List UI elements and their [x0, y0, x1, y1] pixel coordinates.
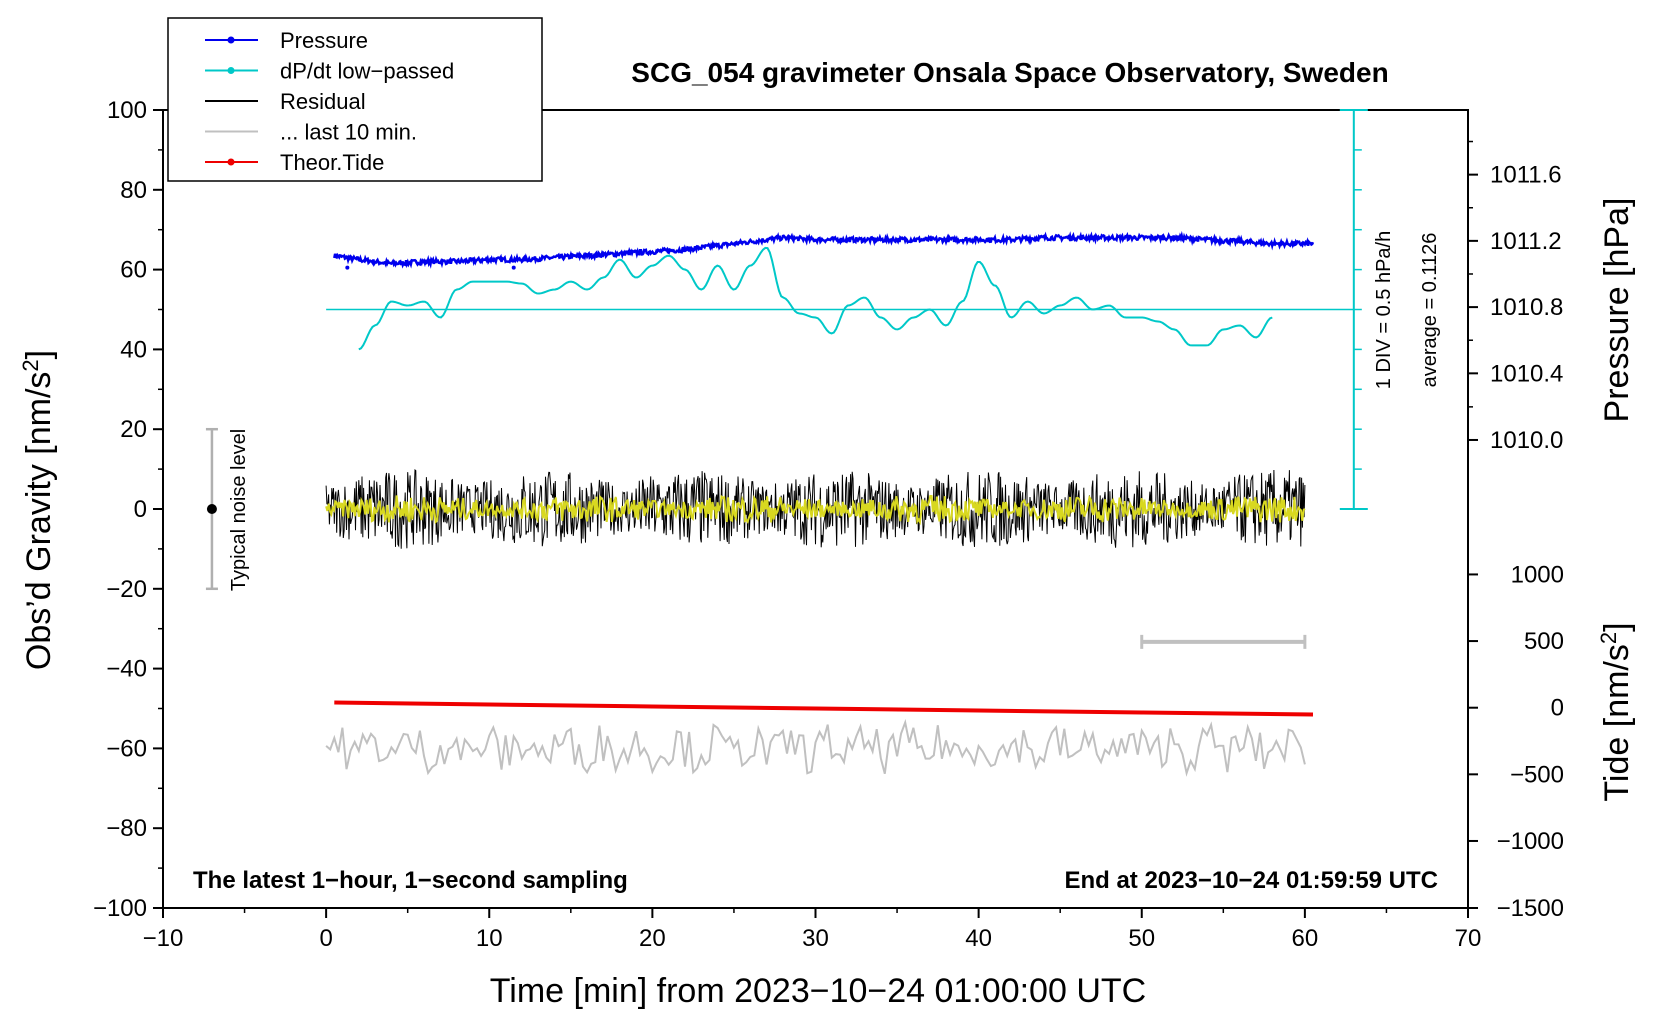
- y-tick-label: 20: [120, 416, 147, 443]
- pressure-tick-label: 1011.2: [1490, 228, 1562, 255]
- y-tick-label: 40: [120, 336, 147, 363]
- tide-tick-label: −500: [1510, 761, 1564, 788]
- scale-bar-label: 1 DIV = 0.5 hPa/h: [1373, 231, 1395, 389]
- legend-box: [167, 17, 543, 182]
- tide-tick-label: 500: [1524, 628, 1564, 655]
- x-axis-label: Time [min] from 2023−10−24 01:00:00 UTC: [490, 972, 1146, 1010]
- y-tick-label: −80: [106, 815, 147, 842]
- pressure-outlier-point: [345, 265, 350, 270]
- tide-tick-label: 1000: [1511, 561, 1564, 588]
- legend-label: Residual: [280, 89, 366, 114]
- average-label: average = 0.1126: [1419, 233, 1441, 388]
- y-axis-label-tide-sup: 2: [1596, 632, 1621, 644]
- x-tick-label: 30: [802, 925, 829, 952]
- y-axis-label-left-main: Obs’d Gravity [nm/s: [20, 372, 58, 671]
- text-layer: SCG_054 gravimeter Onsala Space Observat…: [18, 57, 1636, 1010]
- pressure-tick-label: 1010.8: [1490, 294, 1563, 321]
- legend-marker: [227, 36, 235, 44]
- x-tick-label: 20: [639, 925, 666, 952]
- legend-marker: [227, 158, 235, 166]
- legend-label: ... last 10 min.: [280, 120, 417, 145]
- y-axis-label-left-end: ]: [20, 350, 58, 359]
- y-axis-label-tide: Tide [nm/s2]: [1596, 622, 1636, 801]
- series-tide-line: [334, 700, 1314, 717]
- chart-title: SCG_054 gravimeter Onsala Space Observat…: [631, 57, 1388, 88]
- legend-label: Pressure: [280, 28, 368, 53]
- x-tick-label: 50: [1128, 925, 1155, 952]
- y-axis-label-left: Obs’d Gravity [nm/s2]: [18, 350, 58, 670]
- tide-tick-label: −1500: [1497, 895, 1564, 922]
- pressure-tick-label: 1010.0: [1490, 427, 1563, 454]
- x-tick-label: 10: [476, 925, 503, 952]
- series-last-10-min-line: [325, 718, 1306, 777]
- legend: Pressure dP/dt low−passed Residual ... last…: [167, 17, 543, 182]
- series-residual-filtered-line: [325, 494, 1306, 526]
- y-tick-label: 100: [107, 97, 147, 124]
- series-pressure-line: [333, 230, 1315, 269]
- series-residual-line: [325, 469, 1306, 549]
- y-tick-label: −20: [106, 576, 147, 603]
- x-tick-label: −10: [143, 925, 184, 952]
- legend-label: dP/dt low−passed: [280, 59, 454, 84]
- y-axis-label-pressure: Pressure [hPa]: [1598, 198, 1636, 423]
- pressure-outlier-point: [511, 265, 516, 270]
- annotation-latest-hour: The latest 1−hour, 1−second sampling: [193, 867, 628, 894]
- noise-level-label: Typical noise level: [228, 429, 250, 591]
- series-dpdt-line: [358, 246, 1273, 351]
- annotation-end-time: End at 2023−10−24 01:59:59 UTC: [1064, 867, 1438, 894]
- x-tick-label: 60: [1292, 925, 1319, 952]
- y-tick-label: −40: [106, 656, 147, 683]
- x-tick-label: 0: [319, 925, 332, 952]
- tide-tick-label: −1000: [1497, 828, 1564, 855]
- y-tick-label: 0: [134, 496, 147, 523]
- pressure-tick-label: 1011.6: [1490, 162, 1562, 189]
- x-tick-label: 70: [1455, 925, 1482, 952]
- legend-marker: [227, 67, 235, 74]
- legend-label: Theor.Tide: [280, 150, 384, 175]
- y-tick-label: 60: [120, 257, 147, 284]
- x-tick-label: 40: [965, 925, 992, 952]
- y-axis-label-left-sup: 2: [18, 359, 43, 371]
- axes-layer: −10 0 10 20 30 40 50 60 70−100−80−60−40−20020406…: [93, 97, 1564, 952]
- noise-level-point: [206, 504, 217, 514]
- tide-tick-label: 0: [1551, 695, 1564, 722]
- y-axis-label-tide-end: ]: [1598, 622, 1636, 631]
- pressure-tick-label: 1010.4: [1490, 360, 1563, 387]
- y-tick-label: −60: [106, 735, 147, 762]
- data-layer: [205, 109, 1368, 777]
- y-axis-label-tide-main: Tide [nm/s: [1598, 644, 1636, 801]
- y-tick-label: 80: [120, 177, 147, 204]
- y-tick-label: −100: [93, 895, 147, 922]
